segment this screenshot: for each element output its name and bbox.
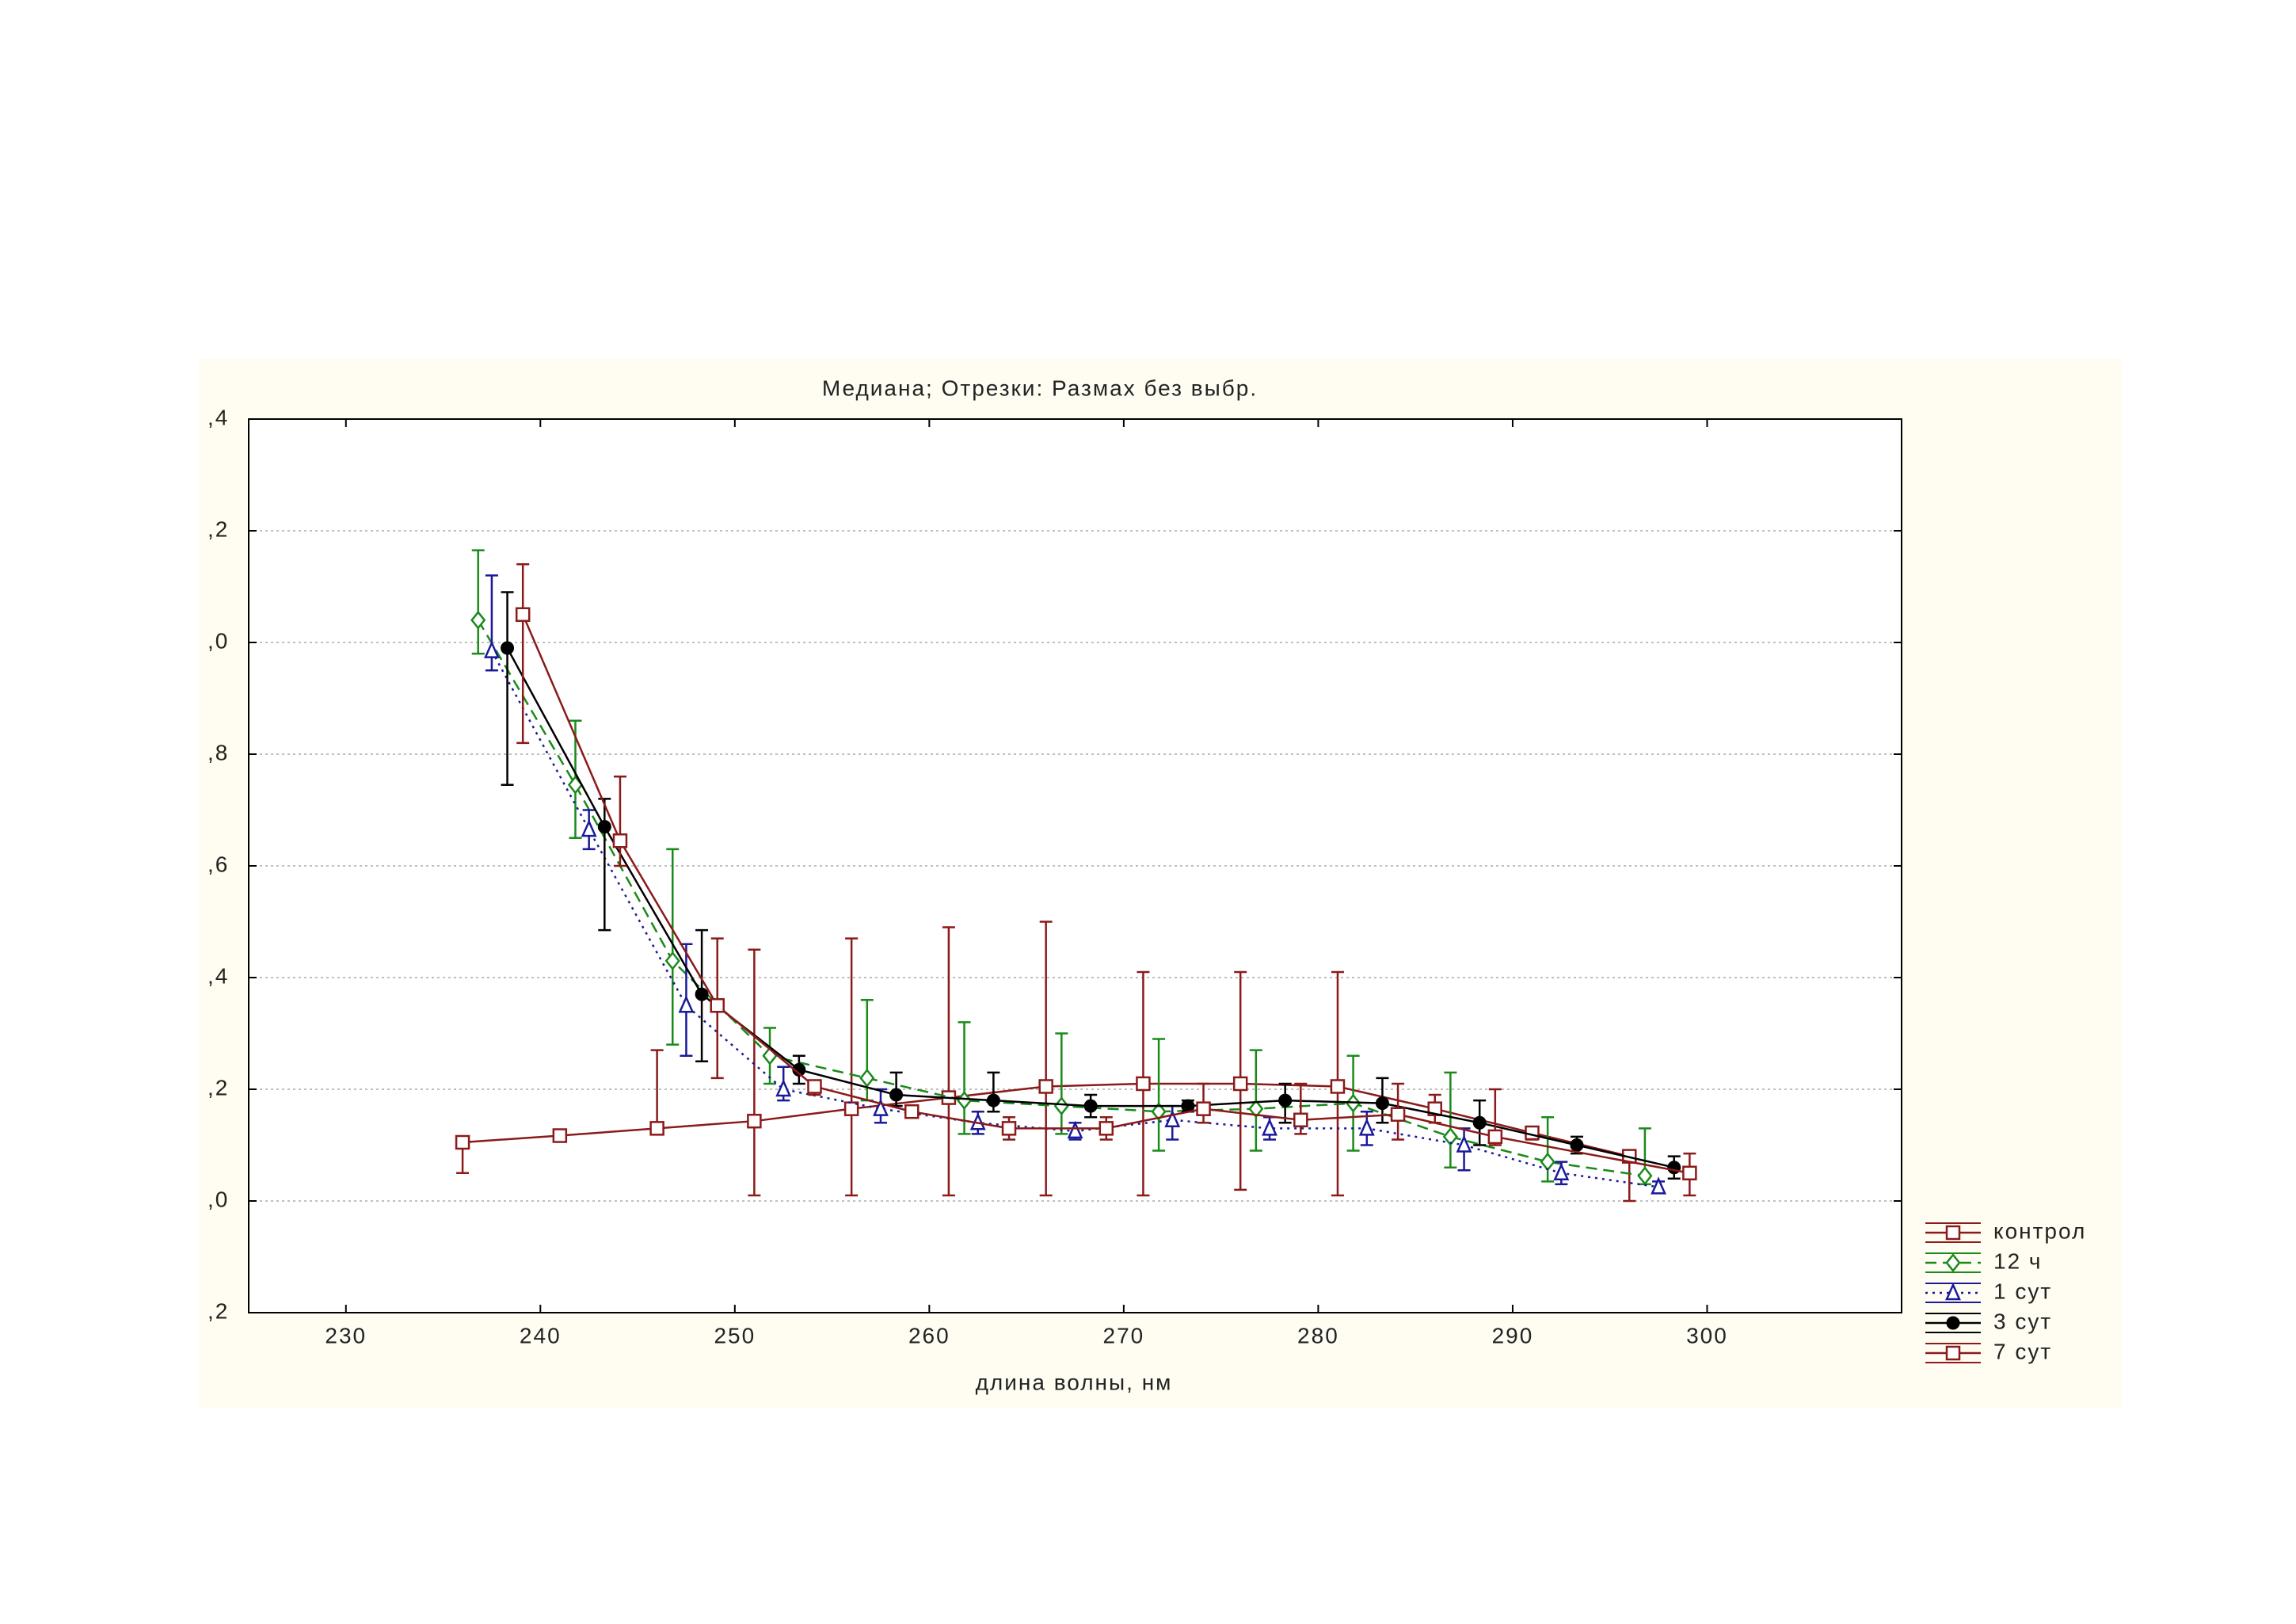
series [515, 563, 1697, 1197]
marker [1945, 1252, 1961, 1273]
marker [1067, 1120, 1083, 1139]
marker [1278, 1093, 1293, 1107]
y-tick-label: ,6 [208, 852, 229, 876]
marker [552, 1128, 568, 1143]
marker [843, 1101, 859, 1116]
y-tick-label: ,4 [208, 963, 229, 988]
marker [483, 640, 500, 658]
marker [1293, 1112, 1308, 1128]
marker [1001, 1121, 1017, 1136]
marker [1038, 1079, 1053, 1094]
legend-entry: контрол [1925, 1218, 2086, 1243]
marker [1945, 1345, 1961, 1361]
marker [1427, 1101, 1442, 1116]
marker [1487, 1129, 1503, 1145]
marker [1358, 1118, 1375, 1136]
marker [1375, 1096, 1389, 1111]
marker [873, 1098, 889, 1116]
marker [1945, 1282, 1961, 1301]
marker [1945, 1225, 1961, 1241]
y-tick-label: ,2 [208, 517, 229, 541]
marker [612, 833, 628, 848]
marker [1570, 1138, 1584, 1152]
legend-entry: 12 ч [1925, 1248, 2043, 1273]
marker [775, 1078, 792, 1097]
x-tick-label: 270 [1103, 1323, 1145, 1348]
marker [1248, 1099, 1264, 1119]
x-tick-label: 230 [325, 1323, 367, 1348]
legend-entry: 1 сут [1925, 1279, 2052, 1303]
marker [747, 1113, 762, 1129]
legend-entry: 7 сут [1925, 1339, 2052, 1363]
marker [695, 987, 709, 1001]
legend-entry: 3 сут [1925, 1309, 2052, 1333]
marker [1262, 1118, 1277, 1136]
marker [1472, 1115, 1487, 1130]
marker [1099, 1121, 1114, 1136]
y-tick-label: ,0 [208, 628, 229, 653]
marker [1637, 1166, 1653, 1186]
legend-label: 12 ч [1993, 1248, 2043, 1273]
x-tick-label: 280 [1297, 1323, 1339, 1348]
series [455, 921, 1637, 1203]
marker [710, 998, 725, 1013]
marker [1442, 1127, 1458, 1146]
series-line [522, 614, 1690, 1174]
marker [792, 1062, 806, 1077]
y-tick-label: ,8 [208, 740, 229, 764]
x-axis-label: длина волны, нм [976, 1370, 1173, 1394]
marker [807, 1079, 822, 1094]
x-tick-label: 250 [714, 1323, 756, 1348]
marker [904, 1104, 920, 1119]
marker [1151, 1102, 1167, 1122]
marker [649, 1121, 664, 1136]
marker [597, 820, 611, 834]
y-tick-label: ,2 [208, 1298, 229, 1323]
x-tick-label: 260 [908, 1323, 950, 1348]
legend-label: 1 сут [1993, 1279, 2052, 1303]
y-tick-label: ,4 [208, 405, 229, 429]
marker [1390, 1107, 1406, 1122]
series [501, 591, 1681, 1180]
marker [859, 1068, 875, 1088]
marker [1553, 1162, 1570, 1180]
y-tick-label: ,2 [208, 1075, 229, 1100]
marker [1651, 1176, 1667, 1195]
y-tick-label: ,0 [208, 1187, 229, 1211]
marker [1083, 1099, 1098, 1113]
x-tick-label: 240 [520, 1323, 562, 1348]
marker [470, 610, 486, 630]
chart-title: Медиана; Отрезки: Размах без выбр. [822, 376, 1258, 400]
legend-label: контрол [1993, 1218, 2086, 1243]
legend-label: 7 сут [1993, 1339, 2052, 1363]
x-tick-label: 290 [1492, 1323, 1534, 1348]
marker [678, 995, 695, 1013]
marker [889, 1088, 904, 1102]
marker [1330, 1079, 1346, 1094]
marker [1196, 1101, 1211, 1116]
marker [1136, 1076, 1151, 1092]
marker [501, 641, 515, 655]
marker [1682, 1165, 1697, 1180]
marker [664, 951, 680, 970]
marker [1232, 1076, 1248, 1092]
marker [1164, 1109, 1181, 1128]
legend-label: 3 сут [1993, 1309, 2052, 1333]
marker [1946, 1316, 1960, 1330]
series [483, 574, 1667, 1195]
marker [986, 1093, 1000, 1107]
x-tick-label: 300 [1686, 1323, 1728, 1348]
marker [1456, 1134, 1472, 1153]
marker [515, 607, 531, 622]
marker [581, 819, 597, 837]
marker [455, 1134, 470, 1150]
